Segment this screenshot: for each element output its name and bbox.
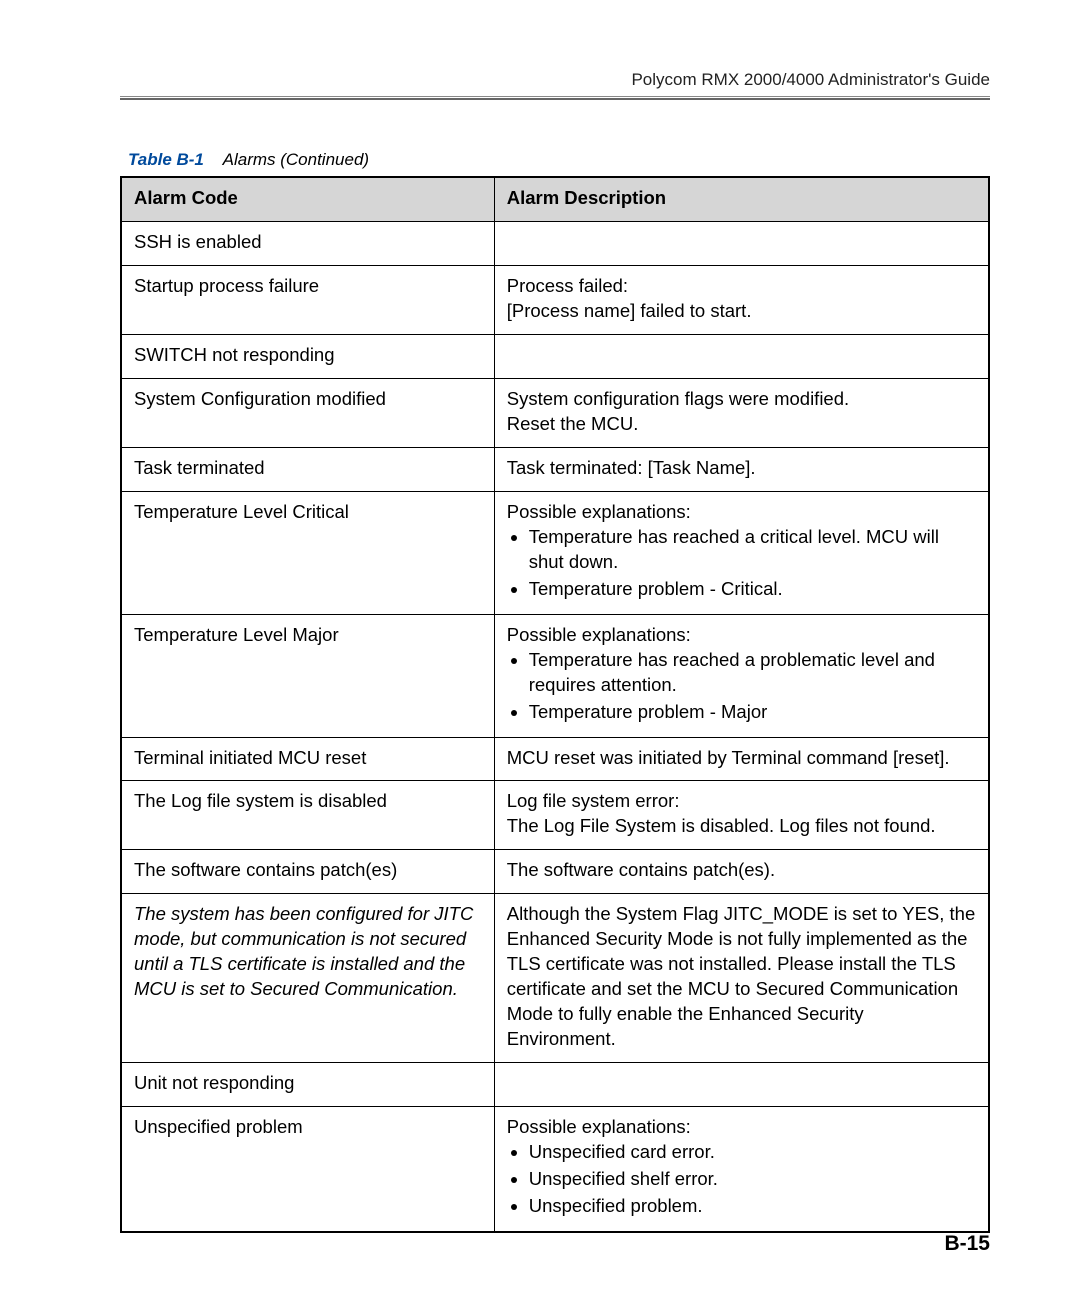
alarm-code-cell: The system has been configured for JITC …	[121, 894, 494, 1063]
desc-bullet-item: Unspecified shelf error.	[529, 1167, 976, 1192]
alarm-code-cell: Startup process failure	[121, 265, 494, 334]
alarm-code-cell: The Log file system is disabled	[121, 781, 494, 850]
alarm-desc-cell: The software contains patch(es).	[494, 850, 989, 894]
header-rule	[120, 96, 990, 100]
alarm-code-cell: System Configuration modified	[121, 378, 494, 447]
alarm-code-cell: Terminal initiated MCU reset	[121, 737, 494, 781]
table-row: Terminal initiated MCU resetMCU reset wa…	[121, 737, 989, 781]
alarms-table: Alarm Code Alarm Description SSH is enab…	[120, 176, 990, 1233]
page: Polycom RMX 2000/4000 Administrator's Gu…	[0, 0, 1080, 1306]
alarm-code-cell: Unit not responding	[121, 1063, 494, 1107]
caption-text: Alarms (Continued)	[223, 150, 369, 169]
desc-bullet-item: Unspecified problem.	[529, 1194, 976, 1219]
table-row: SSH is enabled	[121, 221, 989, 265]
desc-bullet-list: Temperature has reached a critical level…	[507, 525, 976, 602]
desc-bullet-item: Temperature has reached a problematic le…	[529, 648, 976, 698]
alarm-desc-cell: System configuration flags were modified…	[494, 378, 989, 447]
alarm-code-cell: Task terminated	[121, 447, 494, 491]
table-row: Temperature Level MajorPossible explanat…	[121, 614, 989, 737]
table-row: The system has been configured for JITC …	[121, 894, 989, 1063]
alarm-code-cell: The software contains patch(es)	[121, 850, 494, 894]
caption-label: Table B-1	[128, 150, 204, 169]
table-row: SWITCH not responding	[121, 334, 989, 378]
table-row: System Configuration modifiedSystem conf…	[121, 378, 989, 447]
alarm-desc-cell	[494, 221, 989, 265]
table-row: Task terminatedTask terminated: [Task Na…	[121, 447, 989, 491]
alarm-code-cell: Temperature Level Critical	[121, 491, 494, 614]
alarm-desc-cell: Possible explanations:Temperature has re…	[494, 491, 989, 614]
table-row: Unit not responding	[121, 1063, 989, 1107]
alarm-desc-cell: Possible explanations:Unspecified card e…	[494, 1107, 989, 1232]
alarm-desc-cell: MCU reset was initiated by Terminal comm…	[494, 737, 989, 781]
desc-bullet-item: Temperature problem - Critical.	[529, 577, 976, 602]
alarm-desc-cell: Although the System Flag JITC_MODE is se…	[494, 894, 989, 1063]
desc-bullet-list: Temperature has reached a problematic le…	[507, 648, 976, 725]
col-header-desc: Alarm Description	[494, 177, 989, 221]
alarm-desc-cell: Task terminated: [Task Name].	[494, 447, 989, 491]
desc-bullet-item: Temperature has reached a critical level…	[529, 525, 976, 575]
table-row: Startup process failureProcess failed:[P…	[121, 265, 989, 334]
table-caption: Table B-1 Alarms (Continued)	[128, 150, 990, 170]
table-row: Temperature Level CriticalPossible expla…	[121, 491, 989, 614]
table-header-row: Alarm Code Alarm Description	[121, 177, 989, 221]
alarm-desc-cell: Process failed:[Process name] failed to …	[494, 265, 989, 334]
desc-bullet-item: Unspecified card error.	[529, 1140, 976, 1165]
alarm-desc-cell	[494, 334, 989, 378]
alarm-desc-cell	[494, 1063, 989, 1107]
desc-intro: Possible explanations:	[507, 500, 976, 525]
alarm-code-cell: Unspecified problem	[121, 1107, 494, 1232]
desc-intro: Possible explanations:	[507, 623, 976, 648]
desc-bullet-list: Unspecified card error.Unspecified shelf…	[507, 1140, 976, 1219]
table-row: The software contains patch(es)The softw…	[121, 850, 989, 894]
page-number: B-15	[944, 1232, 990, 1256]
alarm-code-cell: Temperature Level Major	[121, 614, 494, 737]
desc-intro: Possible explanations:	[507, 1115, 976, 1140]
table-row: The Log file system is disabledLog file …	[121, 781, 989, 850]
desc-bullet-item: Temperature problem - Major	[529, 700, 976, 725]
alarm-code-cell: SWITCH not responding	[121, 334, 494, 378]
col-header-code: Alarm Code	[121, 177, 494, 221]
doc-header-title: Polycom RMX 2000/4000 Administrator's Gu…	[120, 70, 990, 90]
alarm-code-cell: SSH is enabled	[121, 221, 494, 265]
alarm-desc-cell: Log file system error:The Log File Syste…	[494, 781, 989, 850]
alarm-desc-cell: Possible explanations:Temperature has re…	[494, 614, 989, 737]
table-row: Unspecified problemPossible explanations…	[121, 1107, 989, 1232]
